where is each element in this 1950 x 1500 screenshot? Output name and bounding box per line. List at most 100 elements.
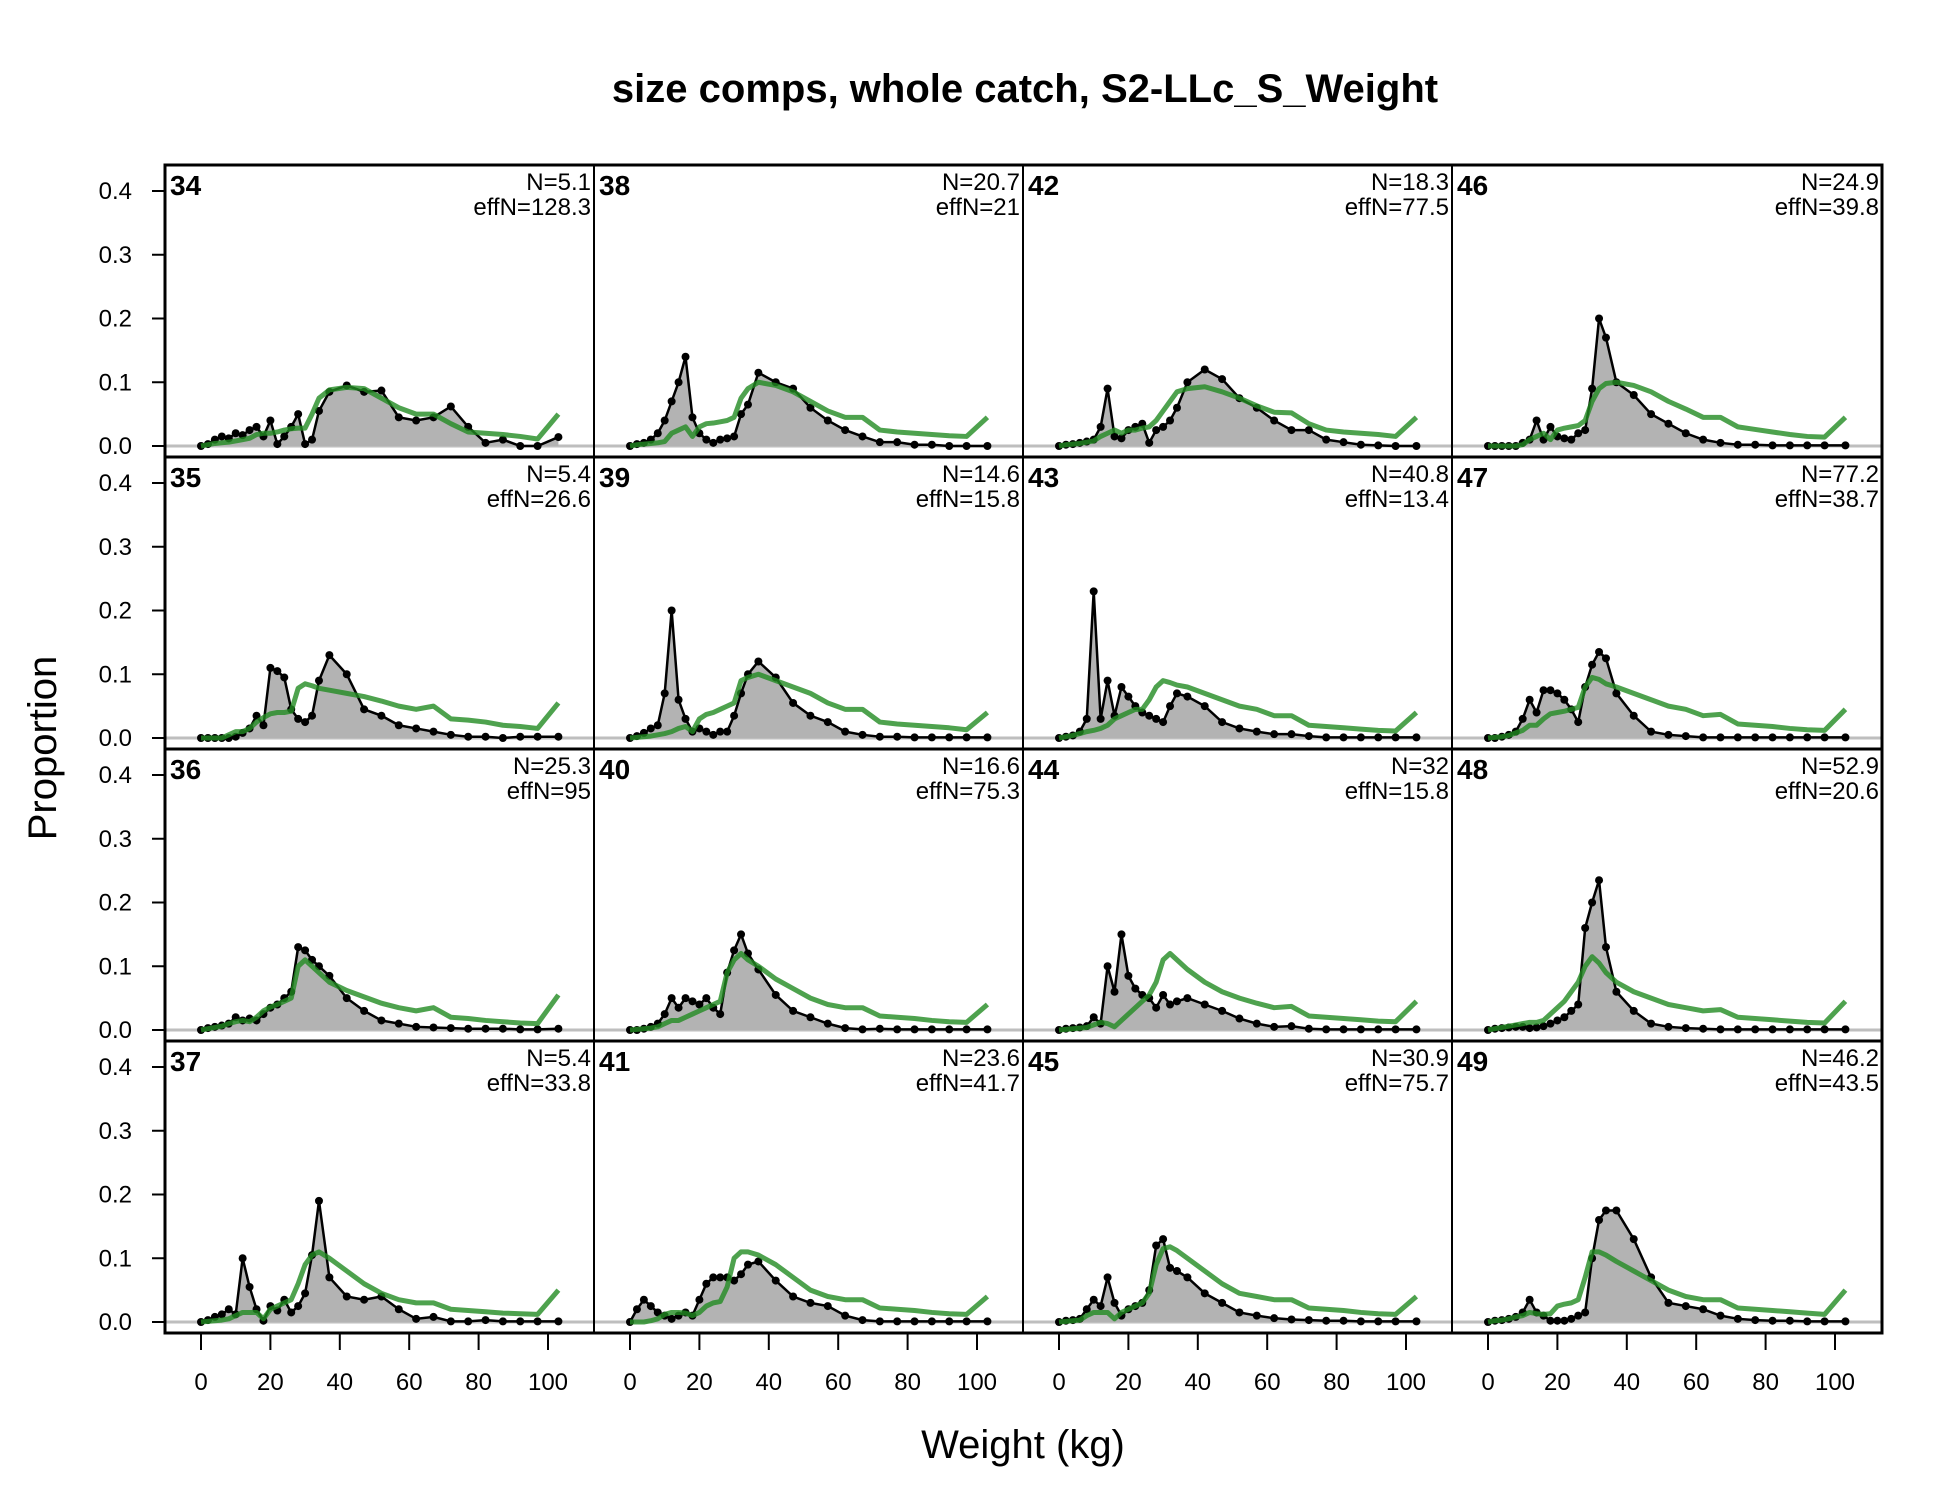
y-tick-label: 0.2 bbox=[99, 890, 132, 917]
observed-point bbox=[412, 416, 421, 425]
observed-point bbox=[1183, 692, 1192, 701]
observed-point bbox=[1581, 1308, 1590, 1317]
observed-point bbox=[377, 386, 386, 395]
observed-point bbox=[1581, 426, 1590, 435]
y-tick-label: 0.3 bbox=[99, 242, 132, 269]
y-tick-label: 0.0 bbox=[99, 433, 132, 460]
observed-point bbox=[858, 1025, 867, 1034]
observed-point bbox=[1159, 718, 1168, 727]
observed-point bbox=[1751, 733, 1760, 742]
observed-point bbox=[217, 1310, 226, 1319]
panel-effn-label: effN=26.6 bbox=[487, 486, 591, 513]
x-tick-label: 80 bbox=[894, 1369, 921, 1396]
observed-point bbox=[667, 397, 676, 406]
observed-point bbox=[301, 1289, 310, 1298]
observed-point bbox=[1152, 1241, 1161, 1250]
observed-point bbox=[771, 1276, 780, 1285]
panel-n-label: N=14.6 bbox=[942, 461, 1020, 488]
observed-point bbox=[983, 442, 992, 450]
observed-point bbox=[1145, 711, 1154, 720]
x-tick-label: 40 bbox=[1184, 1369, 1211, 1396]
panel-year-label: 45 bbox=[1028, 1046, 1059, 1077]
observed-point bbox=[1412, 1317, 1421, 1326]
observed-point bbox=[1096, 422, 1105, 431]
observed-point bbox=[498, 435, 507, 444]
observed-point bbox=[841, 426, 850, 435]
observed-point bbox=[1166, 1263, 1175, 1272]
x-tick-label: 40 bbox=[755, 1369, 782, 1396]
observed-point bbox=[516, 1317, 525, 1326]
observed-point bbox=[498, 1317, 507, 1326]
observed-point bbox=[789, 698, 798, 707]
observed-point bbox=[1159, 990, 1168, 999]
observed-point bbox=[314, 676, 323, 685]
observed-point bbox=[1200, 365, 1209, 374]
observed-point bbox=[1110, 987, 1119, 996]
panel-n-label: N=5.4 bbox=[526, 1045, 591, 1072]
observed-point bbox=[660, 416, 669, 425]
expected-line bbox=[200, 957, 561, 1033]
observed-point bbox=[308, 435, 317, 444]
observed-point bbox=[245, 426, 254, 435]
observed-point bbox=[1124, 971, 1133, 980]
observed-point bbox=[238, 1254, 247, 1263]
observed-point bbox=[301, 718, 310, 727]
panel-year-label: 49 bbox=[1457, 1046, 1488, 1077]
observed-point bbox=[1574, 429, 1583, 438]
observed-point bbox=[1152, 1003, 1161, 1012]
observed-point bbox=[1588, 384, 1597, 393]
observed-point bbox=[1200, 1000, 1209, 1009]
observed-point bbox=[1218, 718, 1227, 727]
observed-point bbox=[1612, 689, 1621, 698]
observed-point bbox=[1560, 695, 1569, 704]
observed-point bbox=[1124, 692, 1133, 701]
observed-point bbox=[983, 1025, 992, 1034]
observed-point bbox=[498, 734, 507, 742]
observed-point bbox=[754, 1257, 763, 1266]
x-axis-label: Weight (kg) bbox=[921, 1423, 1125, 1467]
observed-point bbox=[1574, 1000, 1583, 1009]
x-tick-label: 20 bbox=[1544, 1369, 1571, 1396]
panel-year-label: 40 bbox=[599, 754, 630, 785]
observed-point bbox=[823, 1302, 832, 1311]
observed-point bbox=[1733, 1025, 1742, 1034]
y-tick-label: 0.4 bbox=[99, 178, 132, 205]
panel-n-label: N=20.7 bbox=[942, 169, 1020, 196]
observed-point bbox=[554, 1317, 563, 1326]
observed-point bbox=[294, 1302, 303, 1311]
observed-point bbox=[429, 727, 438, 736]
x-tick-label: 100 bbox=[1386, 1369, 1426, 1396]
observed-point bbox=[723, 434, 732, 443]
panel-year-label: 47 bbox=[1457, 462, 1488, 493]
observed-point bbox=[1716, 1025, 1725, 1034]
panel-n-label: N=32 bbox=[1391, 753, 1449, 780]
observed-point bbox=[858, 1316, 867, 1325]
observed-point bbox=[1131, 984, 1140, 993]
observed-point bbox=[1374, 733, 1383, 742]
observed-point bbox=[1356, 1025, 1365, 1034]
observed-point bbox=[1716, 733, 1725, 742]
observed-point bbox=[429, 1312, 438, 1321]
observed-point bbox=[806, 711, 815, 720]
expected-line bbox=[629, 671, 990, 741]
observed-point bbox=[429, 1023, 438, 1032]
panel-year-label: 39 bbox=[599, 462, 630, 493]
observed-point bbox=[1574, 718, 1583, 727]
observed-point bbox=[1518, 714, 1527, 723]
observed-point bbox=[1525, 695, 1534, 704]
observed-point bbox=[1166, 1000, 1175, 1009]
observed-point bbox=[1785, 733, 1794, 742]
observed-point bbox=[394, 1019, 403, 1028]
x-tick-label: 80 bbox=[465, 1369, 492, 1396]
panel-effn-label: effN=20.6 bbox=[1775, 778, 1879, 805]
observed-point bbox=[1391, 1317, 1400, 1326]
observed-point bbox=[231, 429, 240, 438]
expected-line bbox=[1487, 954, 1848, 1033]
observed-point bbox=[653, 429, 662, 438]
observed-point bbox=[294, 410, 303, 419]
